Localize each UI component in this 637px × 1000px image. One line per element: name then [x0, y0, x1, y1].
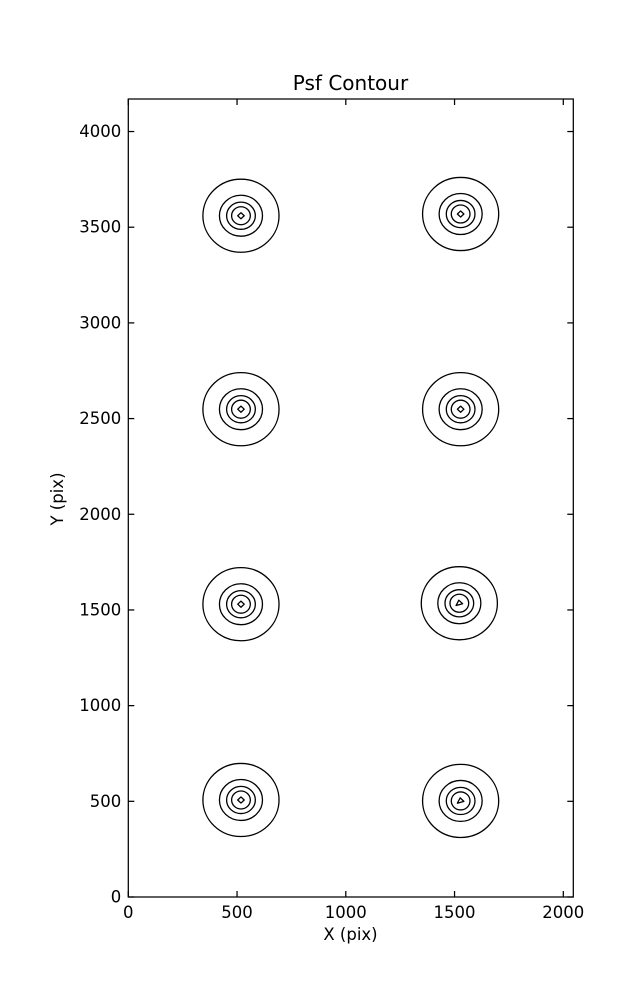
psf-contour-ring — [421, 372, 500, 447]
psf-contour-ring — [202, 372, 280, 447]
psf-contour-ring — [450, 791, 471, 811]
psf-contour-ring — [420, 566, 499, 641]
y-tick-label: 4000 — [79, 122, 121, 141]
psf-contour-ring — [230, 594, 251, 614]
x-tick-label: 1000 — [325, 903, 367, 922]
psf-contour-ring — [445, 199, 476, 229]
x-tick-label: 1500 — [434, 903, 476, 922]
psf-contour-core — [237, 212, 245, 220]
x-tick-label: 500 — [221, 903, 253, 922]
psf-contour-ring — [202, 762, 280, 838]
psf-contour-ring — [437, 582, 482, 625]
psf-contour-ring — [218, 194, 264, 237]
y-axis-label: Y (pix) — [48, 472, 67, 526]
psf-contour-core — [237, 600, 245, 608]
y-tick-label: 3000 — [79, 313, 121, 332]
y-tick-label: 0 — [111, 888, 122, 907]
psf-contour-core — [455, 599, 464, 607]
psf-contour-ring — [230, 399, 251, 419]
psf-contour-ring — [445, 786, 476, 816]
psf-contour-ring — [202, 567, 280, 642]
psf-contour-ring — [444, 589, 475, 618]
y-tick-label: 1500 — [79, 600, 121, 619]
psf-contour-ring — [225, 394, 256, 424]
x-axis-label: X (pix) — [323, 925, 378, 944]
psf-contour-core — [237, 796, 245, 804]
psf-contour-ring — [445, 394, 476, 424]
psf-contour-ring — [438, 779, 483, 823]
psf-contour-ring — [230, 790, 251, 810]
psf-contour-core — [237, 405, 245, 413]
y-tick-label: 2500 — [79, 409, 121, 428]
psf-contour-core — [456, 210, 465, 218]
plot-title: Psf Contour — [292, 71, 409, 95]
psf-contour-ring — [449, 593, 470, 613]
psf-contour-ring — [225, 201, 256, 230]
psf-contour-ring — [218, 778, 264, 822]
plot-frame — [127, 98, 574, 898]
psf-contour-ring — [218, 388, 264, 431]
psf-contour-ring — [225, 785, 256, 815]
psf-contour-core — [456, 797, 465, 804]
psf-contour-core — [456, 405, 465, 413]
psf-contour-ring — [421, 763, 500, 839]
psf-contour-ring — [230, 206, 251, 226]
psf-contour-ring — [202, 178, 280, 253]
psf-contour-ring — [225, 589, 256, 619]
y-tick-label: 1000 — [79, 696, 121, 715]
psf-contour-ring — [450, 204, 471, 224]
y-tick-label: 500 — [90, 792, 122, 811]
psf-contour-ring — [438, 192, 483, 236]
x-tick-label: 0 — [123, 903, 134, 922]
psf-contour-ring — [218, 583, 264, 626]
psf-contour-ring — [450, 399, 471, 419]
psf-contour-ring — [421, 176, 500, 252]
y-tick-label: 2000 — [79, 505, 121, 524]
psf-contour-ring — [438, 388, 483, 431]
x-tick-label: 2000 — [542, 903, 584, 922]
y-tick-label: 3500 — [79, 218, 121, 237]
